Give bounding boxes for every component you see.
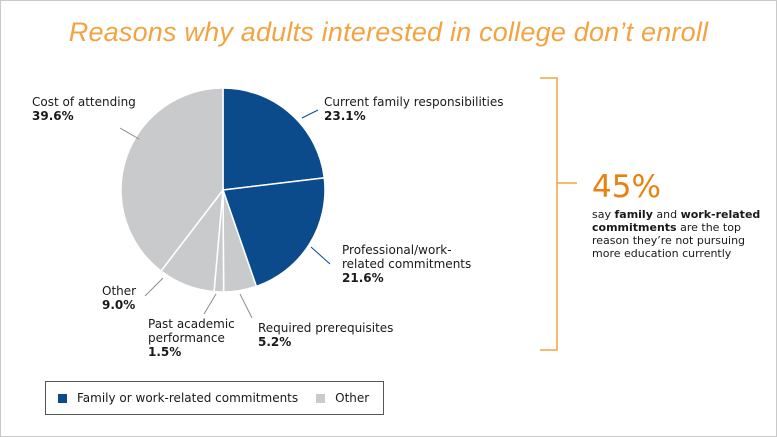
label-work-text-2: related commitments: [342, 257, 472, 271]
label-work-value: 21.6%: [342, 271, 384, 285]
leader-line-work: [310, 246, 331, 265]
leader-line-other: [144, 277, 164, 297]
label-past-text-2: performance: [148, 331, 225, 345]
label-prereq-text: Required prerequisites: [258, 321, 394, 335]
legend-swatch-navy: [58, 393, 67, 403]
legend-item-family-work: Family or work-related commitments: [58, 391, 298, 405]
label-other-text: Other: [102, 284, 137, 298]
leader-line-prereq: [239, 293, 253, 319]
label-cost-value: 39.6%: [32, 109, 74, 123]
legend: Family or work-related commitments Other: [45, 381, 384, 415]
label-cost-text: Cost of attending: [32, 95, 136, 109]
label-family-value: 23.1%: [324, 109, 366, 123]
callout-text-2: and: [652, 208, 681, 221]
label-prereq-value: 5.2%: [258, 335, 292, 349]
label-prereq: Required prerequisites 5.2%: [258, 321, 393, 349]
leader-line-past: [203, 293, 217, 315]
pie-slice-cost-of-attending: [120, 87, 224, 273]
label-cost: Cost of attending 39.6%: [32, 95, 136, 123]
label-work-text-1: Professional/work-: [342, 243, 452, 257]
legend-label-other: Other: [335, 391, 370, 405]
pie-slice-professional-work-related-commitments: [221, 177, 326, 288]
callout-text-3: are the top reason they’re not pursuing …: [592, 221, 746, 260]
leader-line-cost: [119, 127, 140, 140]
leader-lines-gray: [119, 127, 253, 319]
label-past-value: 1.5%: [148, 345, 182, 359]
legend-label-family-work: Family or work-related commitments: [77, 391, 299, 405]
leader-lines: [301, 109, 331, 265]
label-family: Current family responsibilities 23.1%: [324, 95, 503, 123]
pie-slice-current-family-responsibilities: [222, 87, 326, 191]
legend-item-other: Other: [316, 391, 369, 405]
label-past: Past academic performance 1.5%: [148, 317, 235, 359]
callout-bold-2: work-related commitments: [592, 208, 761, 234]
label-other-value: 9.0%: [102, 298, 136, 312]
callout-bold-1: family: [614, 208, 653, 221]
label-family-text: Current family responsibilities: [324, 95, 504, 109]
callout-text: say family and work-related commitments …: [592, 208, 762, 260]
pie-slices: [120, 87, 326, 293]
leader-line-family: [301, 109, 319, 119]
callout-stat: 45%: [592, 169, 661, 205]
callout-bracket: [540, 77, 577, 351]
legend-swatch-gray: [316, 393, 326, 403]
chart-title: Reasons why adults interested in college…: [68, 17, 709, 47]
label-past-text-1: Past academic: [148, 317, 235, 331]
label-other: Other 9.0%: [102, 284, 136, 312]
callout-text-1: say: [592, 208, 615, 221]
label-work: Professional/work- related commitments 2…: [342, 243, 471, 285]
